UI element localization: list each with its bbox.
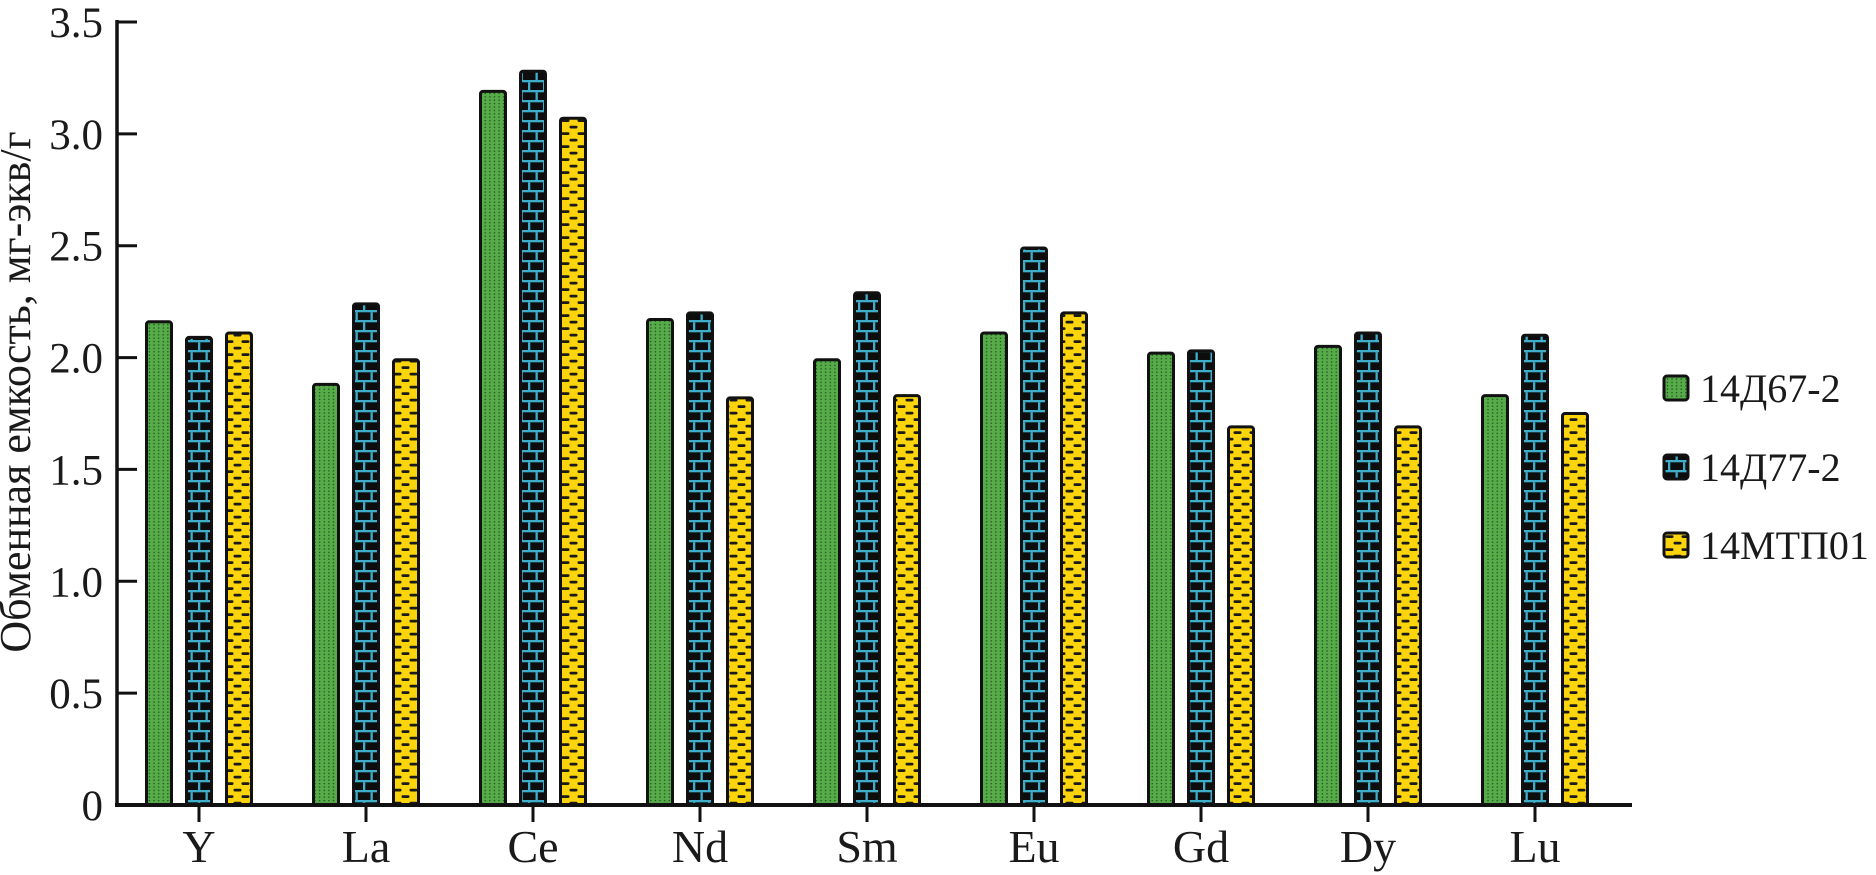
bar-Y-s3 bbox=[225, 331, 253, 807]
legend-label: 14Д77-2 bbox=[1700, 445, 1841, 490]
bar-Nd-s1 bbox=[646, 318, 674, 807]
y-axis-title: Обменная емкость, мг-экв/г bbox=[0, 131, 40, 652]
bar-Ce-s3 bbox=[559, 116, 587, 807]
bar-Gd-s1 bbox=[1147, 351, 1175, 807]
bar-Dy-s2 bbox=[1354, 331, 1382, 807]
y-tick-label: 1.5 bbox=[49, 447, 103, 494]
y-tick-label: 1.0 bbox=[49, 559, 103, 606]
x-category-label-Dy: Dy bbox=[1340, 821, 1396, 872]
bar-La-s1 bbox=[312, 382, 340, 807]
bar-Sm-s1 bbox=[813, 358, 841, 807]
legend-swatch-brick bbox=[1662, 453, 1690, 481]
bar-Nd-s2 bbox=[686, 311, 714, 807]
x-category-label-Lu: Lu bbox=[1509, 821, 1560, 872]
bars-layer bbox=[145, 69, 1589, 807]
bar-Nd-s3 bbox=[726, 396, 754, 807]
x-category-label-Ce: Ce bbox=[507, 821, 558, 872]
bar-Y-s1 bbox=[145, 320, 173, 807]
legend: 14Д67-2 14Д77-2 14МТП01 bbox=[1662, 366, 1869, 568]
x-category-label-Y: Y bbox=[182, 821, 215, 872]
bar-Y-s2 bbox=[185, 335, 213, 807]
bar-Lu-s3 bbox=[1561, 412, 1589, 807]
legend-label: 14МТП01 bbox=[1700, 523, 1869, 568]
x-category-label-Eu: Eu bbox=[1008, 821, 1059, 872]
legend-item-3: 14МТП01 bbox=[1662, 523, 1869, 568]
bar-Dy-s1 bbox=[1314, 344, 1342, 807]
y-tick-label: 0 bbox=[82, 783, 104, 830]
y-tick-label: 2.5 bbox=[49, 224, 103, 271]
y-tick-label: 2.0 bbox=[49, 336, 103, 383]
bar-Eu-s3 bbox=[1060, 311, 1088, 807]
y-tick-label: 0.5 bbox=[49, 671, 103, 718]
bar-Eu-s2 bbox=[1020, 246, 1048, 807]
legend-item-1: 14Д67-2 bbox=[1662, 366, 1841, 411]
y-tick-label: 3.5 bbox=[49, 0, 103, 47]
axes-layer: 0 0.5 1.0 1.5 2.0 2.5 3.0 3.5 Y La Ce Nd Sm Eu Gd Dy Lu bbox=[49, 0, 1632, 872]
x-category-label-Nd: Nd bbox=[672, 821, 728, 872]
bar-Ce-s2 bbox=[519, 69, 547, 807]
legend-item-2: 14Д77-2 bbox=[1662, 445, 1841, 490]
legend-swatch-green bbox=[1662, 374, 1690, 402]
bar-La-s3 bbox=[392, 358, 420, 807]
bar-Sm-s3 bbox=[893, 394, 921, 807]
x-category-label-Gd: Gd bbox=[1173, 821, 1229, 872]
x-category-label-La: La bbox=[342, 821, 391, 872]
bar-Lu-s2 bbox=[1521, 333, 1549, 807]
y-tick-label: 3.0 bbox=[49, 112, 103, 159]
bar-Dy-s3 bbox=[1394, 425, 1422, 807]
bar-Sm-s2 bbox=[853, 291, 881, 807]
bar-Lu-s1 bbox=[1481, 394, 1509, 807]
bar-Gd-s2 bbox=[1187, 349, 1215, 807]
bar-Gd-s3 bbox=[1227, 425, 1255, 807]
bar-Ce-s1 bbox=[479, 89, 507, 807]
legend-label: 14Д67-2 bbox=[1700, 366, 1841, 411]
x-category-label-Sm: Sm bbox=[836, 821, 898, 872]
legend-swatch-dash bbox=[1662, 531, 1690, 559]
bar-La-s2 bbox=[352, 302, 380, 807]
bar-Eu-s1 bbox=[980, 331, 1008, 807]
